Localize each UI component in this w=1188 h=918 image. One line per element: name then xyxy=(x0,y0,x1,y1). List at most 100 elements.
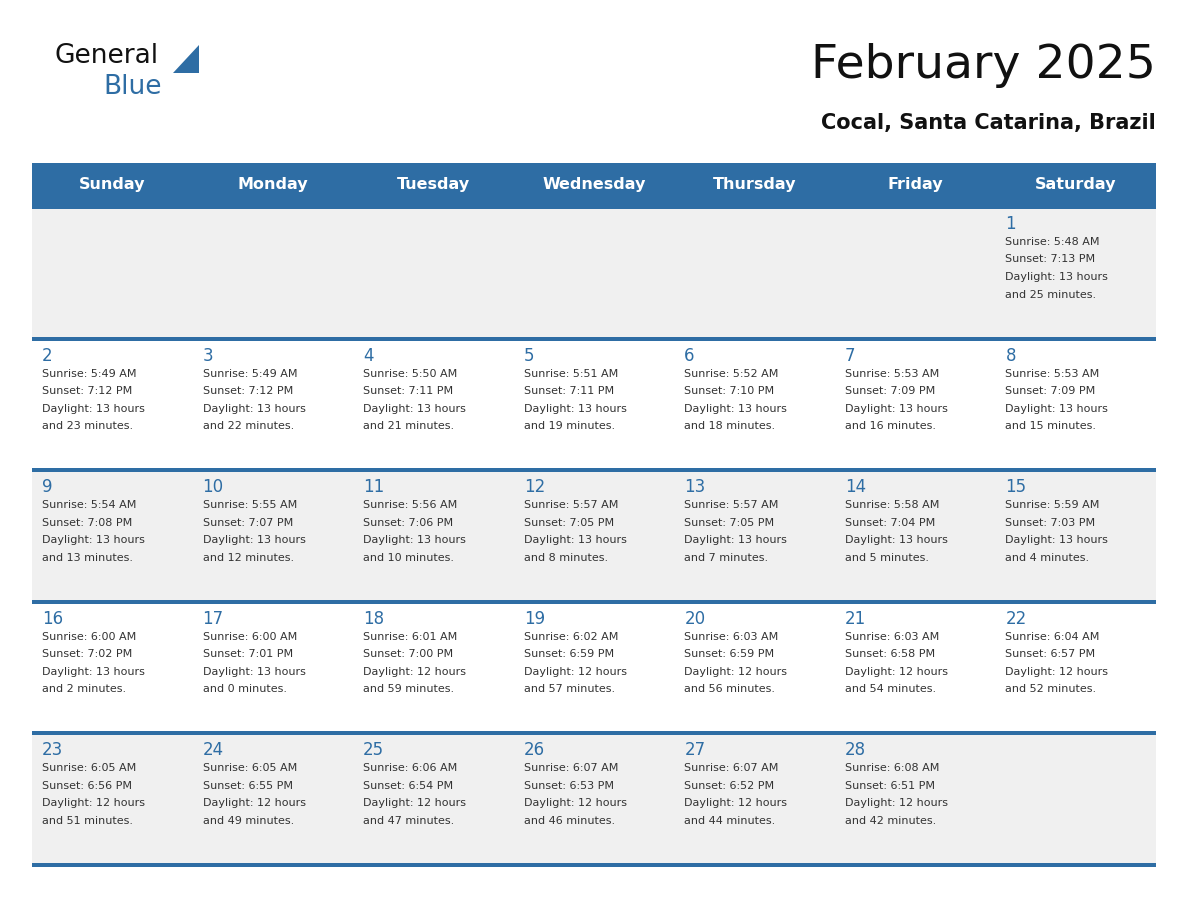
Text: Sunrise: 5:59 AM: Sunrise: 5:59 AM xyxy=(1005,500,1100,510)
Text: Daylight: 12 hours: Daylight: 12 hours xyxy=(203,799,305,809)
Text: Sunset: 6:58 PM: Sunset: 6:58 PM xyxy=(845,649,935,659)
Text: Wednesday: Wednesday xyxy=(542,176,646,192)
Text: Daylight: 13 hours: Daylight: 13 hours xyxy=(42,404,145,414)
Text: and 21 minutes.: and 21 minutes. xyxy=(364,421,454,431)
Text: and 42 minutes.: and 42 minutes. xyxy=(845,816,936,826)
Text: 10: 10 xyxy=(203,478,223,497)
Text: 16: 16 xyxy=(42,610,63,628)
Text: Sunset: 7:13 PM: Sunset: 7:13 PM xyxy=(1005,254,1095,264)
Bar xyxy=(32,205,1156,209)
Text: Sunrise: 5:57 AM: Sunrise: 5:57 AM xyxy=(524,500,618,510)
Text: Sunrise: 6:02 AM: Sunrise: 6:02 AM xyxy=(524,632,618,642)
Text: Sunrise: 5:50 AM: Sunrise: 5:50 AM xyxy=(364,369,457,378)
Text: 18: 18 xyxy=(364,610,384,628)
Text: Sunrise: 6:05 AM: Sunrise: 6:05 AM xyxy=(203,764,297,773)
Text: Sunrise: 5:48 AM: Sunrise: 5:48 AM xyxy=(1005,237,1100,247)
Text: Daylight: 13 hours: Daylight: 13 hours xyxy=(1005,272,1108,282)
Text: General: General xyxy=(55,43,159,69)
Text: Daylight: 12 hours: Daylight: 12 hours xyxy=(845,799,948,809)
Text: 28: 28 xyxy=(845,742,866,759)
Text: and 0 minutes.: and 0 minutes. xyxy=(203,684,286,694)
Text: Sunset: 7:11 PM: Sunset: 7:11 PM xyxy=(524,386,614,396)
Text: Sunrise: 5:49 AM: Sunrise: 5:49 AM xyxy=(203,369,297,378)
Text: Sunset: 6:51 PM: Sunset: 6:51 PM xyxy=(845,781,935,791)
Text: Sunset: 7:03 PM: Sunset: 7:03 PM xyxy=(1005,518,1095,528)
Text: 26: 26 xyxy=(524,742,545,759)
Text: 1: 1 xyxy=(1005,215,1016,233)
Text: Sunrise: 6:03 AM: Sunrise: 6:03 AM xyxy=(684,632,778,642)
Text: Daylight: 13 hours: Daylight: 13 hours xyxy=(42,666,145,677)
Text: Sunset: 6:54 PM: Sunset: 6:54 PM xyxy=(364,781,454,791)
Text: Sunset: 7:05 PM: Sunset: 7:05 PM xyxy=(684,518,775,528)
Text: and 19 minutes.: and 19 minutes. xyxy=(524,421,615,431)
Text: Daylight: 13 hours: Daylight: 13 hours xyxy=(845,404,948,414)
Text: Sunset: 6:53 PM: Sunset: 6:53 PM xyxy=(524,781,614,791)
Text: Sunrise: 5:58 AM: Sunrise: 5:58 AM xyxy=(845,500,940,510)
Text: Daylight: 13 hours: Daylight: 13 hours xyxy=(364,535,466,545)
Text: Sunrise: 5:54 AM: Sunrise: 5:54 AM xyxy=(42,500,137,510)
Text: 6: 6 xyxy=(684,347,695,364)
Text: Sunrise: 5:49 AM: Sunrise: 5:49 AM xyxy=(42,369,137,378)
Text: Sunset: 6:57 PM: Sunset: 6:57 PM xyxy=(1005,649,1095,659)
Text: and 10 minutes.: and 10 minutes. xyxy=(364,553,454,563)
Text: Sunrise: 6:06 AM: Sunrise: 6:06 AM xyxy=(364,764,457,773)
Text: 13: 13 xyxy=(684,478,706,497)
Text: 27: 27 xyxy=(684,742,706,759)
Text: 25: 25 xyxy=(364,742,384,759)
Text: and 16 minutes.: and 16 minutes. xyxy=(845,421,936,431)
Text: Sunday: Sunday xyxy=(80,176,146,192)
Text: and 5 minutes.: and 5 minutes. xyxy=(845,553,929,563)
Text: Daylight: 13 hours: Daylight: 13 hours xyxy=(524,535,626,545)
Text: 12: 12 xyxy=(524,478,545,497)
Text: Sunset: 7:08 PM: Sunset: 7:08 PM xyxy=(42,518,132,528)
Bar xyxy=(32,468,1156,599)
Text: Daylight: 13 hours: Daylight: 13 hours xyxy=(203,666,305,677)
Text: Daylight: 12 hours: Daylight: 12 hours xyxy=(684,799,788,809)
Text: Sunset: 7:06 PM: Sunset: 7:06 PM xyxy=(364,518,454,528)
Text: 22: 22 xyxy=(1005,610,1026,628)
Text: and 56 minutes.: and 56 minutes. xyxy=(684,684,776,694)
Text: Sunrise: 6:00 AM: Sunrise: 6:00 AM xyxy=(203,632,297,642)
Text: Daylight: 13 hours: Daylight: 13 hours xyxy=(524,404,626,414)
Text: Sunset: 7:04 PM: Sunset: 7:04 PM xyxy=(845,518,935,528)
Text: 9: 9 xyxy=(42,478,52,497)
Text: Daylight: 13 hours: Daylight: 13 hours xyxy=(1005,404,1108,414)
Text: Sunrise: 6:04 AM: Sunrise: 6:04 AM xyxy=(1005,632,1100,642)
Text: and 54 minutes.: and 54 minutes. xyxy=(845,684,936,694)
Text: and 4 minutes.: and 4 minutes. xyxy=(1005,553,1089,563)
Text: Sunrise: 6:00 AM: Sunrise: 6:00 AM xyxy=(42,632,137,642)
Text: 15: 15 xyxy=(1005,478,1026,497)
Text: Sunset: 7:02 PM: Sunset: 7:02 PM xyxy=(42,649,132,659)
Bar xyxy=(32,468,1156,472)
Text: Daylight: 12 hours: Daylight: 12 hours xyxy=(364,666,466,677)
Text: Sunset: 7:01 PM: Sunset: 7:01 PM xyxy=(203,649,292,659)
Text: Saturday: Saturday xyxy=(1035,176,1117,192)
Text: Tuesday: Tuesday xyxy=(397,176,470,192)
Text: Sunset: 6:52 PM: Sunset: 6:52 PM xyxy=(684,781,775,791)
Text: Sunset: 7:12 PM: Sunset: 7:12 PM xyxy=(42,386,132,396)
Bar xyxy=(32,732,1156,863)
Text: and 7 minutes.: and 7 minutes. xyxy=(684,553,769,563)
Text: 5: 5 xyxy=(524,347,535,364)
Text: 3: 3 xyxy=(203,347,213,364)
Text: Daylight: 12 hours: Daylight: 12 hours xyxy=(845,666,948,677)
Bar xyxy=(32,599,1156,604)
Text: and 18 minutes.: and 18 minutes. xyxy=(684,421,776,431)
Text: Sunrise: 5:57 AM: Sunrise: 5:57 AM xyxy=(684,500,778,510)
Text: 14: 14 xyxy=(845,478,866,497)
Text: Sunrise: 6:05 AM: Sunrise: 6:05 AM xyxy=(42,764,137,773)
Text: 7: 7 xyxy=(845,347,855,364)
Text: and 25 minutes.: and 25 minutes. xyxy=(1005,289,1097,299)
Text: Sunrise: 5:53 AM: Sunrise: 5:53 AM xyxy=(845,369,939,378)
Text: and 52 minutes.: and 52 minutes. xyxy=(1005,684,1097,694)
Text: Sunset: 7:12 PM: Sunset: 7:12 PM xyxy=(203,386,292,396)
Text: Sunset: 7:09 PM: Sunset: 7:09 PM xyxy=(1005,386,1095,396)
Bar xyxy=(32,863,1156,867)
Text: Sunset: 7:07 PM: Sunset: 7:07 PM xyxy=(203,518,292,528)
Bar xyxy=(32,599,1156,732)
Text: and 8 minutes.: and 8 minutes. xyxy=(524,553,608,563)
Text: Sunrise: 6:01 AM: Sunrise: 6:01 AM xyxy=(364,632,457,642)
Bar xyxy=(32,163,1156,205)
Text: Sunset: 6:59 PM: Sunset: 6:59 PM xyxy=(524,649,614,659)
Text: 8: 8 xyxy=(1005,347,1016,364)
